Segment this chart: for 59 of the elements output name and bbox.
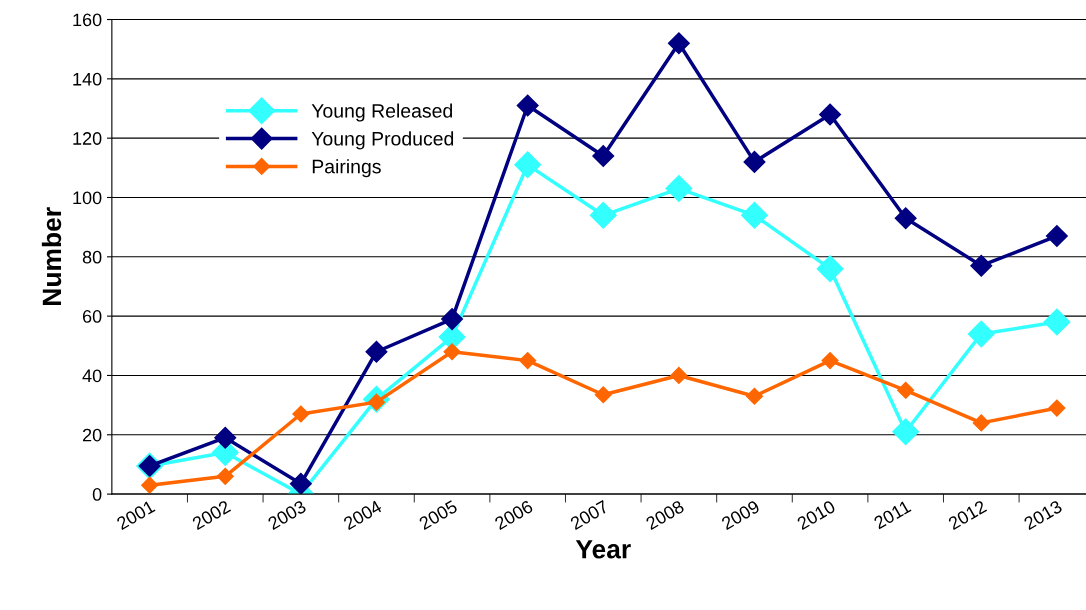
point — [745, 387, 764, 405]
point — [741, 201, 768, 229]
point — [1045, 225, 1068, 248]
x-axis-title: Year — [575, 540, 631, 559]
point — [743, 150, 766, 173]
x-tick-label: 2013 — [1023, 499, 1063, 531]
point — [816, 255, 844, 283]
point — [665, 175, 693, 203]
point — [594, 386, 612, 404]
point — [892, 418, 920, 446]
point — [214, 426, 237, 449]
point — [365, 340, 388, 363]
y-tick-label: 20 — [82, 428, 102, 442]
x-tick-label: 2008 — [645, 499, 685, 531]
point — [967, 320, 995, 348]
y-tick-label: 160 — [73, 13, 102, 27]
point — [589, 201, 617, 229]
point — [821, 352, 839, 370]
x-tick-label: 2009 — [720, 499, 761, 531]
point — [670, 366, 688, 385]
y-tick-label: 80 — [82, 250, 102, 264]
point — [519, 352, 537, 370]
x-tick-label: 2003 — [267, 499, 307, 531]
x-tick-label: 2002 — [191, 499, 232, 531]
x-tick-label: 2005 — [418, 499, 459, 531]
legend-label: Pairings — [312, 159, 381, 178]
point — [514, 151, 542, 179]
point — [592, 144, 615, 167]
point — [667, 32, 690, 55]
point — [516, 94, 539, 117]
point — [1043, 308, 1071, 336]
x-tick-label: 2012 — [947, 499, 988, 531]
point — [441, 308, 464, 331]
x-tick-label: 2001 — [115, 499, 156, 531]
point — [1048, 399, 1066, 417]
legend-label: Young Released — [311, 103, 453, 122]
point — [897, 381, 915, 399]
x-tick-label: 2011 — [873, 499, 912, 530]
x-tick-label: 2007 — [569, 499, 610, 531]
y-tick-label: 120 — [73, 132, 102, 145]
y-tick-label: 100 — [73, 191, 102, 205]
y-axis-title: Number — [41, 207, 62, 305]
point — [141, 476, 159, 494]
x-tick-label: 2010 — [796, 499, 837, 531]
point — [443, 343, 461, 361]
y-tick-label: 140 — [73, 72, 102, 86]
point — [819, 103, 842, 126]
point — [894, 207, 917, 230]
y-tick-label: 60 — [82, 310, 102, 323]
legend-label: Young Produced — [311, 131, 454, 150]
x-tick-label: 2006 — [493, 499, 534, 531]
point — [289, 472, 312, 495]
y-tick-label: 0 — [92, 488, 102, 501]
x-tick-label: 2004 — [342, 499, 383, 531]
point — [292, 405, 310, 423]
point — [972, 414, 990, 432]
y-tick-label: 40 — [82, 369, 102, 383]
point — [970, 254, 993, 277]
point — [216, 467, 234, 485]
